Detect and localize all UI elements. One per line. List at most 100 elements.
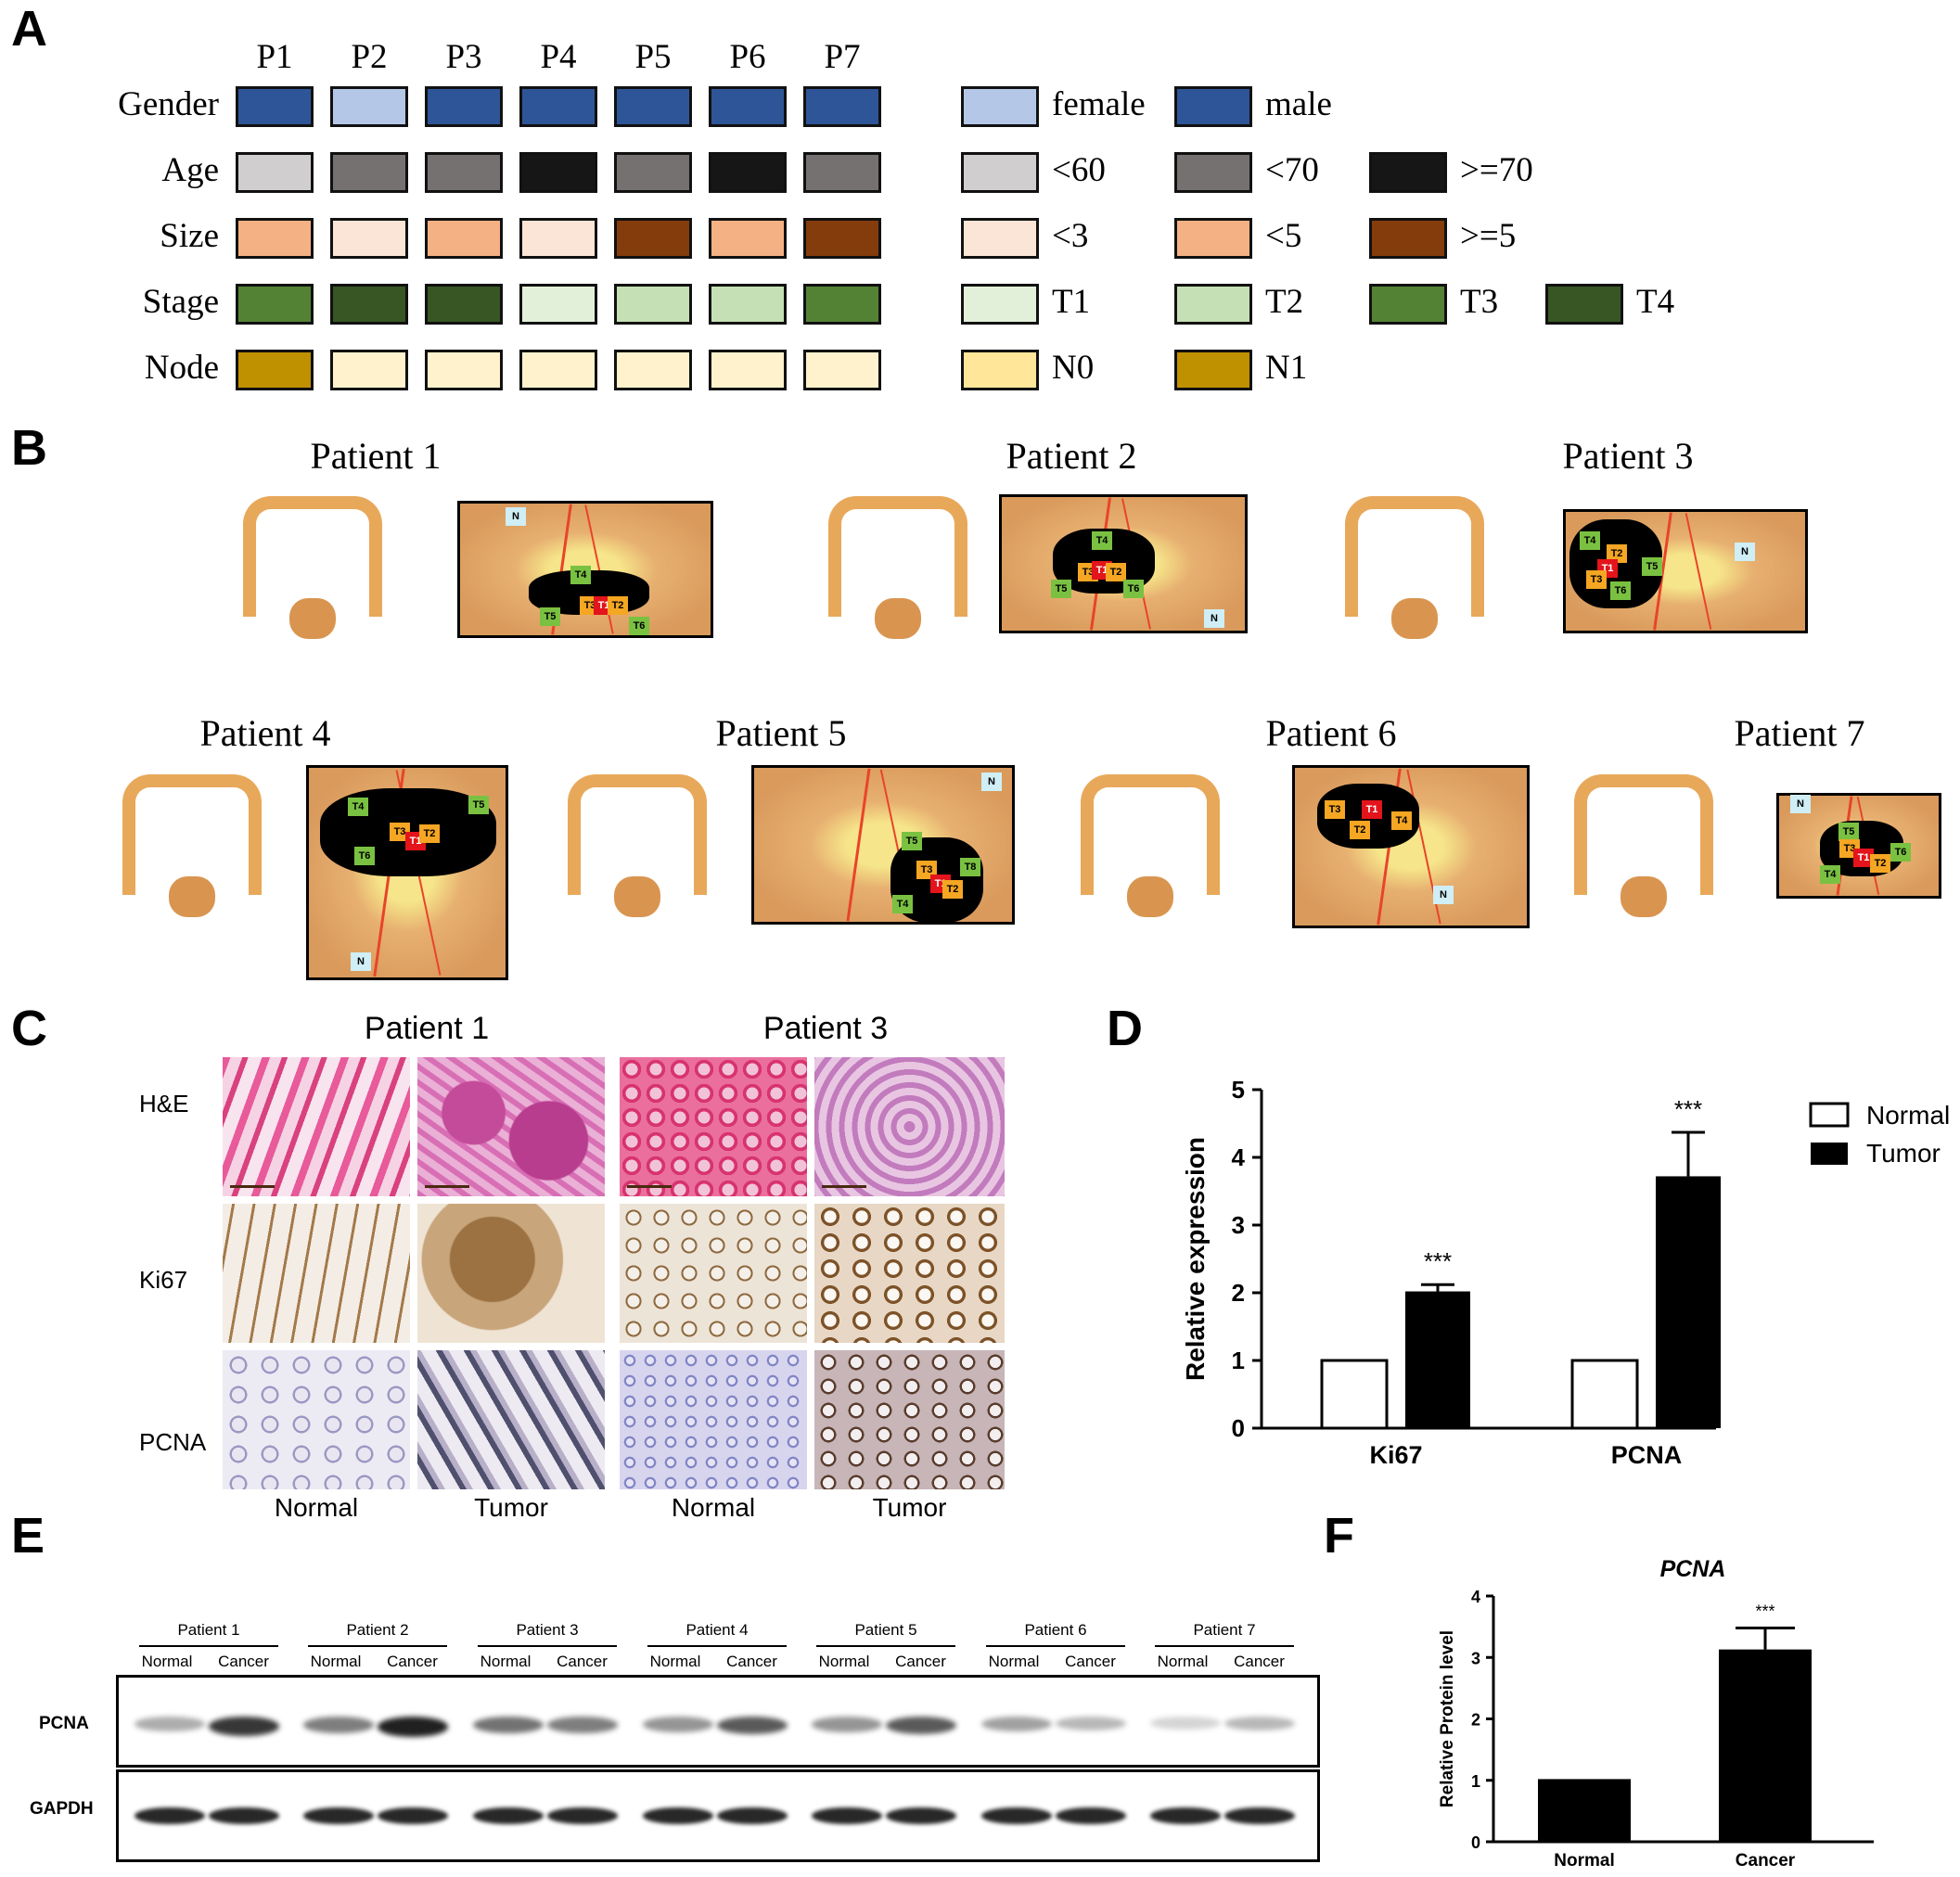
- patient-column-header: P1: [256, 38, 293, 76]
- pcna-band: [643, 1717, 713, 1732]
- y-tick-label: 5: [1232, 1076, 1245, 1104]
- sample-tag: T6: [354, 847, 375, 865]
- patient-column-header: P5: [634, 38, 672, 76]
- legend-label: <5: [1265, 217, 1302, 255]
- legend-swatch: [961, 350, 1039, 390]
- tumor-zoom-box: [1292, 765, 1530, 928]
- sample-tag: N: [506, 507, 526, 526]
- scale-bar: [230, 1185, 275, 1188]
- lane-label-cancer: Cancer: [1065, 1653, 1116, 1670]
- colon-icon: [828, 496, 967, 645]
- sample-tag: N: [1433, 886, 1454, 904]
- y-tick-label: 3: [1471, 1649, 1480, 1667]
- characteristic-cell: [330, 152, 408, 193]
- pcna-band: [717, 1717, 788, 1734]
- x-tick-label: Normal: [1554, 1851, 1614, 1871]
- blot-group-underline: [816, 1645, 955, 1647]
- characteristic-cell: [519, 350, 597, 390]
- panel-label-a: A: [11, 1, 47, 57]
- sample-tag: T1: [1853, 849, 1874, 867]
- gapdh-band: [886, 1807, 956, 1824]
- characteristic-cell: [614, 350, 692, 390]
- chart-title: PCNA: [1660, 1556, 1726, 1582]
- lane-label-normal: Normal: [1157, 1653, 1209, 1670]
- y-tick-label: 4: [1471, 1588, 1480, 1606]
- characteristic-cell: [614, 152, 692, 193]
- sample-tag: T2: [1607, 544, 1627, 563]
- characteristic-cell: [614, 218, 692, 259]
- characteristic-cell: [330, 350, 408, 390]
- relative-expression-chart: 0 1 2 3 4 5 Relative expression *** Ki67 *** PCNA N…: [1181, 1076, 1950, 1469]
- significance-label: ***: [1674, 1095, 1702, 1123]
- gapdh-band: [135, 1807, 205, 1824]
- legend-swatch: [1545, 284, 1623, 325]
- characteristic-cell: [709, 350, 787, 390]
- colon-segment: [243, 496, 382, 617]
- patient-column-header: P3: [445, 38, 482, 76]
- colon-segment: [614, 876, 660, 917]
- sample-tag: T4: [892, 895, 913, 913]
- lane-label-cancer: Cancer: [1234, 1653, 1285, 1670]
- y-tick-label: 2: [1471, 1711, 1480, 1730]
- characteristic-cell: [803, 218, 881, 259]
- sample-tag: T2: [1350, 821, 1370, 839]
- sample-tag: T5: [1838, 823, 1859, 841]
- colon-icon: [1081, 774, 1220, 923]
- row-label-pcna: PCNA: [139, 1428, 207, 1456]
- sample-tag: T4: [1092, 531, 1112, 550]
- lane-label-cancer: Cancer: [557, 1653, 608, 1670]
- patient-column-header: P2: [351, 38, 388, 76]
- sample-tag: T4: [570, 566, 591, 584]
- lane-label-normal: Normal: [988, 1653, 1040, 1670]
- colon-segment: [122, 774, 262, 895]
- legend-swatch: [1174, 218, 1252, 259]
- colon-segment: [289, 598, 336, 639]
- legend-swatch: [1174, 350, 1252, 390]
- ki67-p1-tumor-image: [417, 1204, 605, 1343]
- sample-tag: T6: [1890, 843, 1911, 862]
- pcna-p3-tumor-image: [814, 1350, 1005, 1489]
- sample-tag: T6: [1123, 580, 1144, 598]
- x-tick-label: PCNA: [1611, 1441, 1683, 1469]
- blot-group-underline: [478, 1645, 617, 1647]
- pcna-band: [1224, 1717, 1295, 1730]
- characteristic-cell: [803, 86, 881, 127]
- row-label-node: Node: [144, 349, 219, 387]
- characteristic-cell: [709, 218, 787, 259]
- sample-tag: T5: [1051, 580, 1071, 598]
- legend-swatch: [961, 218, 1039, 259]
- legend-swatch: [1174, 284, 1252, 325]
- characteristic-cell: [803, 152, 881, 193]
- sample-tag: N: [1790, 795, 1811, 813]
- lane-label-normal: Normal: [480, 1653, 532, 1670]
- he-p1-normal-image: [223, 1057, 410, 1196]
- patient-title: Patient 5: [715, 712, 847, 754]
- sample-tag: T3: [390, 823, 410, 841]
- sample-tag: N: [1735, 543, 1755, 561]
- patient-title: Patient 7: [1734, 712, 1865, 754]
- scale-bar: [822, 1185, 866, 1188]
- sample-tag: T3: [1586, 570, 1607, 589]
- characteristic-cell: [330, 86, 408, 127]
- blot-label-gapdh: GAPDH: [30, 1799, 94, 1819]
- blot-group-underline: [647, 1645, 787, 1647]
- row-label-ki67: Ki67: [139, 1266, 188, 1294]
- pcna-p3-normal-image: [620, 1350, 807, 1489]
- legend-label: <60: [1052, 151, 1106, 189]
- colon-segment: [875, 598, 921, 639]
- blot-patient-label: Patient 1: [177, 1621, 240, 1639]
- characteristic-cell: [236, 218, 314, 259]
- legend-label: T3: [1460, 283, 1499, 321]
- row-label-he: H&E: [139, 1090, 189, 1117]
- col-label-tumor: Tumor: [872, 1493, 947, 1522]
- row-label-gender: Gender: [118, 85, 219, 123]
- characteristic-cell: [425, 86, 503, 127]
- he-p1-tumor-image: [417, 1057, 605, 1196]
- colon-segment: [828, 496, 967, 617]
- characteristic-cell: [425, 284, 503, 325]
- characteristic-cell: [425, 218, 503, 259]
- legend-swatch: [1174, 152, 1252, 193]
- legend-label: <3: [1052, 217, 1089, 255]
- blot-patient-label: Patient 2: [346, 1621, 409, 1639]
- pcna-blot-image: [116, 1675, 1320, 1768]
